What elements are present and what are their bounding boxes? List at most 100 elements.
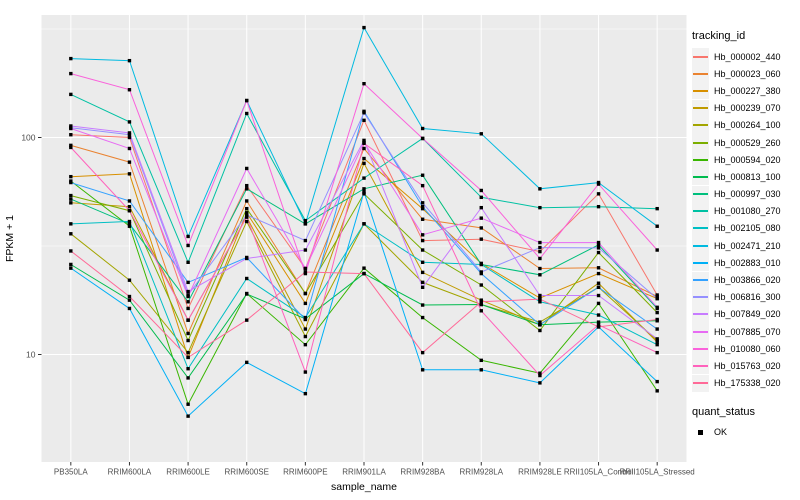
legend-item-Hb_000227_380: Hb_000227_380 (692, 82, 800, 100)
data-point (655, 350, 659, 355)
data-point (538, 323, 542, 327)
data-point (479, 300, 483, 304)
data-point (127, 199, 132, 203)
data-point (69, 56, 73, 61)
legend-item-label: Hb_010080_060 (714, 343, 781, 354)
data-point (186, 294, 190, 299)
legend-item-Hb_002883_010: Hb_002883_010 (692, 254, 800, 272)
data-point (596, 204, 601, 209)
data-point (69, 222, 73, 226)
data-point (479, 283, 483, 287)
data-point (245, 111, 249, 116)
data-point (596, 266, 601, 270)
data-point (538, 328, 542, 333)
data-point (362, 266, 366, 270)
data-point (655, 310, 659, 315)
black-square-marker-icon (698, 429, 703, 435)
legend-line-sample (693, 141, 708, 144)
data-point (69, 143, 73, 148)
data-point (127, 146, 132, 151)
legend: tracking_id Hb_000002_440 Hb_000023_060 Hb… (692, 30, 800, 441)
data-point (420, 270, 425, 275)
data-point (186, 376, 190, 380)
data-point (245, 360, 249, 365)
legend-line-sample (693, 227, 708, 230)
data-point (362, 146, 366, 151)
data-point (127, 219, 132, 224)
data-point (69, 92, 73, 97)
data-point (420, 238, 425, 243)
data-point (245, 292, 249, 296)
legend-item-Hb_175338_020: Hb_175338_020 (692, 374, 800, 392)
data-point (127, 224, 132, 228)
data-point (479, 237, 483, 241)
data-point (127, 58, 132, 63)
data-point (420, 303, 425, 307)
data-point (420, 206, 425, 211)
legend-item-label: Hb_000529_260 (714, 137, 781, 148)
legend-item-label: Hb_015763_020 (714, 360, 781, 371)
data-point (596, 243, 601, 247)
legend-key-swatch (692, 65, 709, 83)
data-point (479, 188, 483, 193)
data-point (420, 260, 425, 265)
legend-item-label: Hb_006816_300 (714, 292, 781, 303)
legend-key-swatch (692, 374, 709, 392)
data-point (479, 216, 483, 220)
x-tick-label: RRIM928LE (518, 468, 562, 477)
legend-key-swatch (692, 219, 709, 237)
data-point (538, 249, 542, 254)
data-point (245, 276, 249, 281)
data-point (596, 182, 601, 186)
legend-key-swatch (692, 237, 709, 255)
data-point (538, 256, 542, 261)
data-point (186, 300, 190, 304)
data-point (596, 250, 601, 255)
legend-line-sample (693, 193, 708, 196)
legend-line-sample (693, 210, 708, 213)
legend-line-sample (693, 158, 708, 161)
data-point (420, 285, 425, 290)
data-point (420, 201, 425, 205)
legend-key-swatch (692, 288, 709, 306)
legend-key-swatch (692, 357, 709, 375)
data-point (538, 320, 542, 324)
data-point (186, 402, 190, 406)
data-point (655, 224, 659, 228)
legend-item-label: Hb_000023_060 (714, 68, 781, 79)
data-point (186, 260, 190, 265)
data-point (127, 131, 132, 135)
data-point (245, 183, 249, 188)
data-point (655, 317, 659, 322)
data-point (303, 301, 308, 306)
legend-line-sample (693, 89, 708, 92)
legend-item-label: Hb_000002_440 (714, 51, 781, 62)
data-point (127, 208, 132, 213)
data-point (479, 132, 483, 136)
data-point (186, 414, 190, 418)
data-point (245, 213, 249, 217)
legend-item-Hb_000002_440: Hb_000002_440 (692, 48, 800, 66)
data-point (69, 71, 73, 76)
legend-line-sample (693, 382, 708, 385)
legend-line-sample (693, 261, 708, 264)
legend-key-swatch (692, 254, 709, 272)
legend-item-Hb_010080_060: Hb_010080_060 (692, 340, 800, 358)
data-point (245, 318, 249, 322)
legend-line-sample (693, 279, 708, 282)
data-point (303, 238, 308, 243)
data-point (655, 305, 659, 310)
data-point (186, 306, 190, 311)
data-point (538, 293, 542, 298)
data-point (420, 315, 425, 320)
data-point (127, 133, 132, 137)
data-point (596, 240, 601, 245)
legend-item-label: Hb_002883_010 (714, 257, 781, 268)
data-point (69, 174, 73, 179)
legend-item-label: Hb_000264_100 (714, 120, 781, 131)
legend-line-sample (693, 244, 708, 247)
data-point (655, 294, 659, 299)
data-point (362, 271, 366, 276)
data-point (245, 98, 249, 103)
data-point (420, 280, 425, 285)
